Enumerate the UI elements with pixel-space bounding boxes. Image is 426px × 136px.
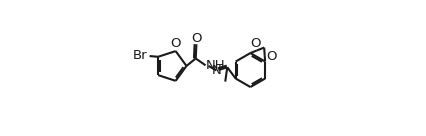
Text: O: O: [266, 50, 276, 63]
Text: O: O: [170, 37, 181, 50]
Text: N: N: [212, 64, 222, 77]
Text: O: O: [191, 32, 202, 45]
Text: O: O: [250, 37, 261, 50]
Text: NH: NH: [206, 59, 226, 72]
Text: Br: Br: [133, 49, 148, 62]
